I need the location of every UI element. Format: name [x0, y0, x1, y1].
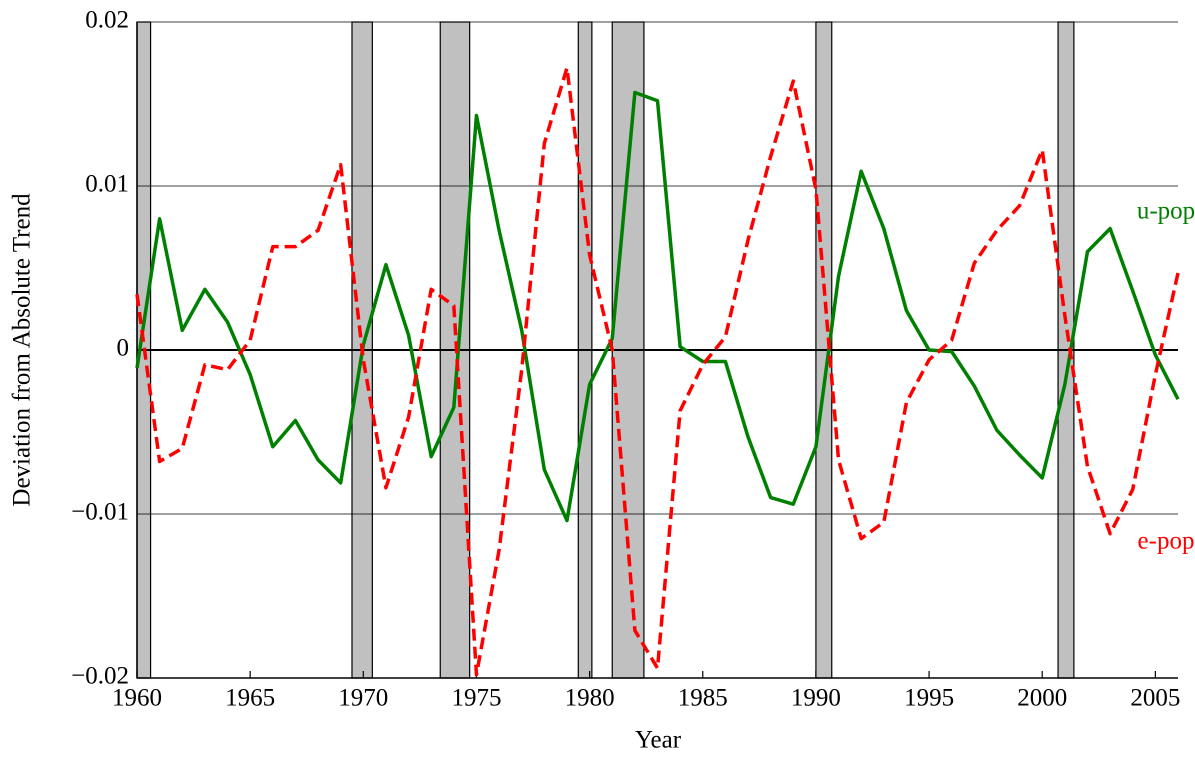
y-tick-label: −0.01: [71, 499, 129, 526]
x-axis-label: Year: [635, 727, 682, 754]
y-tick-label: −0.02: [71, 663, 129, 690]
y-tick-label: 0.01: [85, 171, 129, 198]
x-tick-label: 1960: [112, 685, 162, 712]
x-tick-label: 1985: [678, 685, 728, 712]
series-label: u-pop: [1137, 198, 1195, 225]
series-line: [135, 66, 1180, 677]
series-line: [135, 90, 1180, 523]
x-tick-label: 1980: [565, 685, 615, 712]
x-tick-label: 2000: [1017, 685, 1067, 712]
y-axis-label: Deviation from Absolute Trend: [9, 193, 36, 507]
x-tick-label: 2005: [1130, 685, 1180, 712]
x-tick-label: 1975: [451, 685, 501, 712]
x-tick-label: 1995: [904, 685, 954, 712]
series-label: e-pop: [1138, 528, 1195, 555]
x-tick-label: 1965: [225, 685, 275, 712]
y-tick-label: 0: [117, 335, 130, 362]
y-tick-label: 0.02: [85, 7, 129, 34]
x-tick-label: 1990: [791, 685, 841, 712]
x-tick-label: 1970: [338, 685, 388, 712]
